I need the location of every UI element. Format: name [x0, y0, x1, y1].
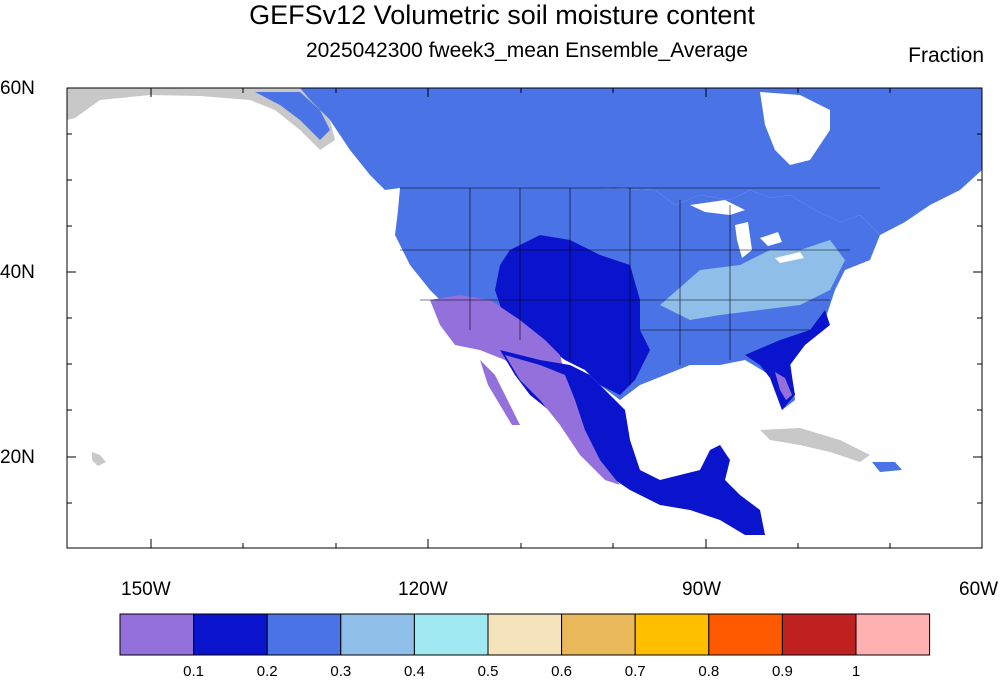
colorbar-swatch	[634, 613, 710, 656]
state-borders	[400, 187, 880, 385]
region-baja	[480, 360, 520, 425]
colorbar-swatch	[413, 613, 489, 656]
lon-label-120w: 120W	[398, 579, 448, 600]
colorbar-label: 0.7	[624, 663, 646, 680]
colorbar-swatch	[708, 613, 783, 656]
lon-label-60w: 60W	[959, 579, 999, 600]
colorbar-swatch	[266, 613, 342, 656]
region-alaska-mid	[255, 92, 330, 140]
colorbar-label: 0.9	[771, 663, 793, 680]
lon-label-150w: 150W	[121, 579, 171, 600]
region-florida-dry	[775, 372, 792, 400]
region-southeast-wet	[745, 310, 830, 410]
region-alaska-coast	[67, 88, 335, 150]
chart-title: GEFSv12 Volumetric soil moisture content	[249, 0, 755, 30]
lon-label-90w: 90W	[682, 579, 722, 600]
colorbar-swatch	[561, 613, 636, 656]
colorbar-label: 0.6	[551, 663, 573, 680]
colorbar-label: 0.4	[403, 663, 425, 680]
axis-ticks	[67, 87, 983, 548]
region-hispaniola	[872, 462, 902, 472]
colorbar-swatch	[193, 613, 268, 656]
map-field	[67, 88, 982, 535]
colorbar-label: 0.8	[698, 663, 720, 680]
lat-label-20n: 20N	[0, 447, 35, 468]
great-lakes	[690, 200, 804, 263]
colorbar-label: 0.5	[477, 663, 499, 680]
region-mexico-dry	[505, 355, 620, 485]
colorbar-swatch	[487, 613, 563, 656]
units-label: Fraction	[908, 44, 984, 67]
region-hawaii	[92, 452, 106, 466]
colorbar	[119, 613, 931, 656]
colorbar-label: 0.1	[183, 663, 205, 680]
region-cuba	[760, 428, 870, 462]
lat-label-60n: 60N	[0, 78, 35, 99]
lat-label-40n: 40N	[0, 262, 35, 283]
region-hudson-bay	[760, 92, 830, 165]
region-interior-wet	[495, 235, 650, 395]
chart-subtitle: 2025042300 fweek3_mean Ensemble_Average	[305, 39, 749, 62]
colorbar-swatch	[855, 613, 931, 656]
colorbar-swatch	[119, 613, 195, 656]
colorbar-label: 0.3	[330, 663, 352, 680]
colorbar-swatch	[781, 613, 857, 656]
colorbar-label: 1	[851, 663, 861, 680]
colorbar-label: 0.2	[256, 663, 278, 680]
colorbar-swatch	[340, 613, 415, 656]
